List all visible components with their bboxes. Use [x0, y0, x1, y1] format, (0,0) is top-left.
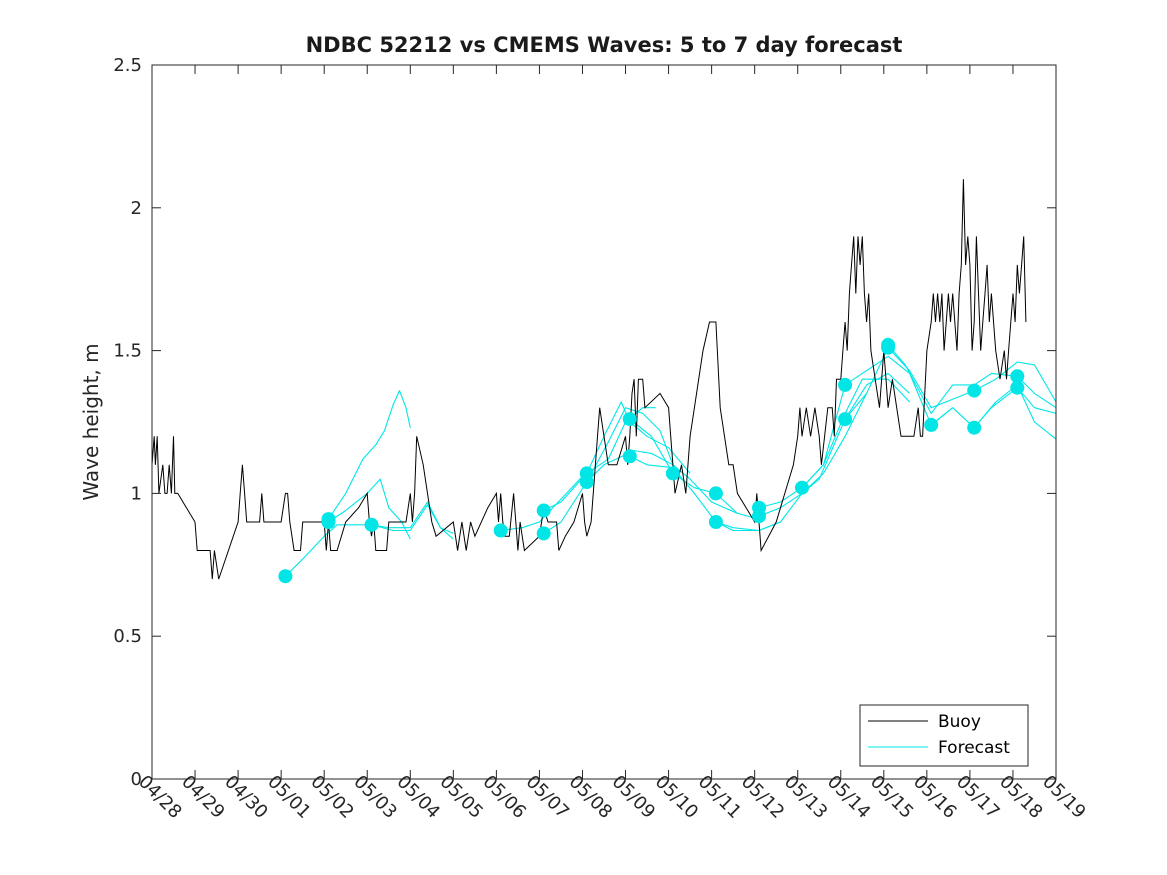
forecast-marker-15	[752, 509, 766, 524]
y-tick-label-5: 2.5	[113, 55, 142, 76]
chart-title: NDBC 52212 vs CMEMS Waves: 5 to 7 day fo…	[306, 33, 903, 57]
forecast-marker-6	[536, 503, 551, 518]
forecast-marker-23	[967, 420, 982, 435]
forecast-marker-8	[579, 466, 594, 481]
y-tick-label-0: 0	[131, 769, 142, 790]
legend-label-forecast: Forecast	[938, 738, 1010, 758]
forecast-marker-20	[881, 340, 896, 355]
forecast-run-line-10	[715, 393, 868, 532]
forecast-marker-11	[665, 466, 680, 481]
legend-box	[859, 704, 1029, 767]
forecast-marker-17	[838, 377, 853, 392]
axes-box	[151, 64, 1057, 780]
forecast-marker-18	[838, 412, 853, 427]
forecast-marker-5	[536, 526, 551, 541]
buoy-line	[151, 179, 1027, 580]
forecast-marker-0	[278, 569, 293, 584]
y-tick-label-3: 1.5	[113, 341, 142, 362]
forecast-marker-21	[924, 417, 939, 432]
y-tick-label-2: 1	[131, 483, 142, 504]
forecast-run-line-12	[758, 372, 910, 517]
forecast-run-line-11	[758, 378, 911, 509]
forecast-marker-16	[795, 480, 809, 495]
legend-label-buoy: Buoy	[938, 712, 981, 732]
forecast-run-line-2	[328, 390, 411, 520]
forecast-marker-22	[967, 383, 982, 398]
legend: Buoy Forecast	[859, 704, 1029, 767]
forecast-run-line-6	[543, 401, 691, 511]
forecast-run-line-8	[629, 418, 760, 520]
forecast-run-line-5	[543, 407, 674, 534]
forecast-marker-13	[708, 515, 723, 529]
forecast-marker-12	[708, 486, 723, 501]
forecast-marker-3	[364, 517, 379, 532]
y-tick-label-1: 0.5	[113, 626, 142, 647]
forecast-marker-9	[622, 412, 637, 427]
series-layer	[151, 179, 1057, 584]
forecast-run-line-13	[801, 355, 954, 489]
y-axis-label: Wave height, m	[79, 343, 103, 500]
forecast-marker-2	[321, 512, 336, 527]
forecast-run-line-14	[844, 347, 975, 420]
forecast-marker-4	[493, 523, 508, 538]
forecast-run-line-17	[973, 361, 1057, 403]
forecast-run-line-3	[371, 504, 454, 540]
forecast-marker-25	[1010, 380, 1025, 395]
forecast-marker-10	[622, 449, 637, 464]
plot-area	[152, 65, 1056, 779]
y-tick-label-4: 2	[131, 198, 142, 219]
